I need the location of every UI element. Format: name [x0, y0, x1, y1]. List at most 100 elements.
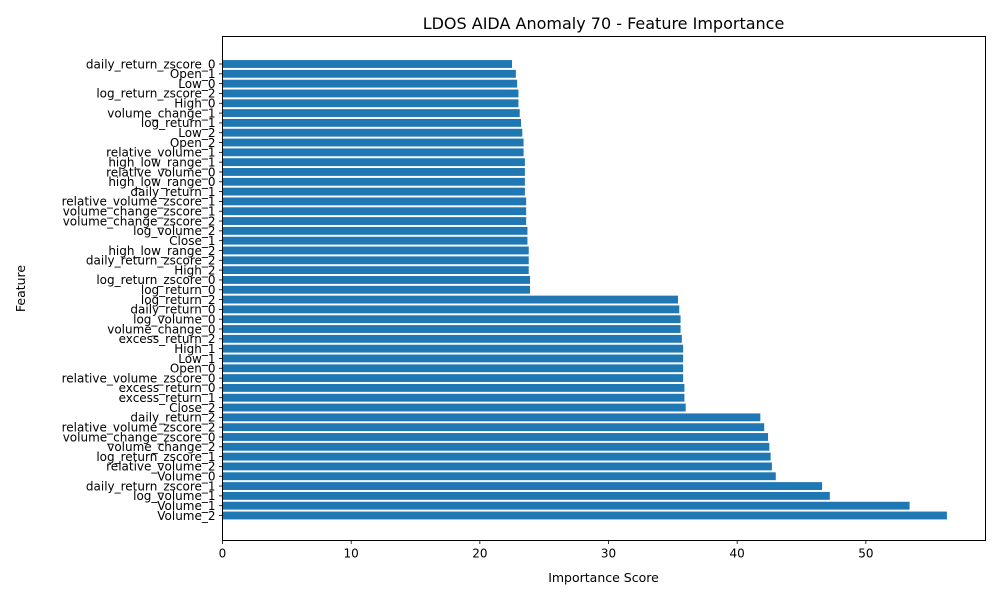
- y-tick-label: log_return_1: [141, 116, 216, 130]
- y-tick-label: Open_0: [170, 362, 216, 376]
- y-tick-label: relative_volume_zscore_0: [62, 371, 216, 385]
- bar-volume_change_zscore_0: [222, 433, 769, 441]
- y-tick-label: Low_2: [178, 126, 215, 140]
- bar-Low_0: [222, 79, 518, 88]
- bar-log_return_0: [222, 285, 531, 294]
- bar-daily_return_0: [222, 305, 680, 314]
- bar-Open_1: [222, 69, 516, 78]
- bar-relative_volume_2: [222, 462, 772, 471]
- y-tick-label: log_return_zscore_1: [96, 450, 215, 464]
- y-tick-label: Low_1: [178, 352, 215, 366]
- bar-relative_volume_zscore_0: [222, 374, 684, 383]
- bar-volume_change_zscore_2: [222, 217, 527, 225]
- y-tick-label: relative_volume_zscore_1: [62, 195, 216, 209]
- bar-Close_1: [222, 236, 528, 245]
- bar-daily_return_1: [222, 187, 525, 196]
- y-tick-label: volume_change_0: [107, 322, 215, 336]
- y-tick-label: Volume_2: [157, 509, 215, 523]
- bar-daily_return_zscore_0: [222, 60, 513, 68]
- y-tick-label: relative_volume_0: [106, 165, 215, 179]
- bar-relative_volume_1: [222, 148, 524, 157]
- bar-relative_volume_0: [222, 168, 525, 176]
- bar-Volume_0: [222, 472, 776, 481]
- y-tick-label: log_volume_2: [133, 224, 215, 238]
- bar-log_return_zscore_1: [222, 452, 771, 461]
- y-tick-label: log_return_zscore_0: [96, 273, 215, 287]
- bar-log_return_1: [222, 118, 522, 127]
- bar-relative_volume_zscore_1: [222, 197, 527, 206]
- y-tick-label: relative_volume_2: [106, 460, 215, 474]
- y-tick-label: volume_change_2: [107, 440, 215, 454]
- y-tick-label: log_volume_1: [133, 489, 215, 503]
- y-tick-label: excess_return_1: [119, 391, 216, 405]
- y-tick-label: volume_change_zscore_2: [63, 214, 216, 228]
- y-axis-ticks: daily_return_zscore_0Open_1Low_0log_retu…: [62, 57, 223, 523]
- bar-high_low_range_2: [222, 246, 529, 255]
- x-axis-label: Importance Score: [548, 570, 659, 585]
- y-tick-label: relative_volume_zscore_2: [62, 420, 216, 434]
- y-tick-label: log_return_2: [141, 293, 216, 307]
- bar-Volume_2: [222, 511, 947, 520]
- bar-excess_return_1: [222, 393, 685, 402]
- bar-Close_2: [222, 403, 686, 412]
- y-axis-label: Feature: [13, 265, 28, 313]
- bar-log_return_zscore_2: [222, 89, 519, 98]
- y-tick-label: daily_return_2: [130, 411, 215, 425]
- y-tick-label: excess_return_0: [119, 381, 216, 395]
- bar-High_2: [222, 266, 529, 275]
- bar-High_0: [222, 99, 519, 108]
- y-tick-label: excess_return_2: [119, 332, 216, 346]
- bar-Volume_1: [222, 501, 910, 510]
- y-tick-label: daily_return_zscore_2: [86, 254, 216, 268]
- y-tick-label: Volume_1: [157, 499, 215, 513]
- y-tick-label: log_return_zscore_2: [96, 87, 215, 101]
- y-tick-label: high_low_range_1: [108, 155, 215, 169]
- bar-Open_2: [222, 138, 524, 147]
- plot-frame: [222, 36, 986, 541]
- bar-Low_1: [222, 354, 684, 363]
- bar-high_low_range_1: [222, 158, 525, 167]
- y-tick-label: volume_change_1: [107, 106, 215, 120]
- y-tick-label: volume_change_zscore_1: [63, 205, 216, 219]
- bar-excess_return_2: [222, 334, 682, 343]
- x-tick-label: 30: [601, 547, 616, 561]
- y-tick-label: High_0: [174, 97, 215, 111]
- y-tick-label: log_volume_0: [133, 312, 215, 326]
- bar-log_return_2: [222, 295, 678, 304]
- bar-excess_return_0: [222, 383, 685, 392]
- y-tick-label: daily_return_zscore_1: [86, 479, 216, 493]
- y-tick-label: log_return_0: [141, 283, 216, 297]
- bar-log_volume_1: [222, 491, 830, 500]
- x-tick-label: 50: [858, 547, 873, 561]
- bar-log_volume_0: [222, 315, 681, 324]
- y-tick-label: Close_2: [169, 401, 215, 415]
- x-tick-label: 0: [219, 547, 227, 561]
- x-tick-label: 10: [344, 547, 359, 561]
- y-tick-label: volume_change_zscore_0: [63, 430, 216, 444]
- y-tick-label: daily_return_zscore_0: [86, 57, 216, 71]
- x-tick-label: 40: [730, 547, 745, 561]
- y-tick-label: Close_1: [169, 234, 215, 248]
- bar-volume_change_0: [222, 325, 681, 333]
- y-tick-label: Open_1: [170, 67, 216, 81]
- bar-daily_return_zscore_1: [222, 482, 823, 490]
- y-tick-label: daily_return_0: [130, 303, 215, 317]
- y-tick-label: relative_volume_1: [106, 146, 215, 160]
- bar-log_volume_2: [222, 226, 528, 235]
- y-tick-label: Volume_0: [157, 470, 215, 484]
- x-tick-label: 20: [472, 547, 487, 561]
- y-tick-label: Open_2: [170, 136, 216, 150]
- bar-daily_return_2: [222, 413, 761, 422]
- bars-group: [222, 60, 947, 520]
- bar-log_return_zscore_0: [222, 276, 531, 284]
- y-tick-label: High_1: [174, 342, 215, 356]
- y-tick-label: high_low_range_2: [108, 244, 215, 258]
- bar-Open_0: [222, 364, 684, 373]
- bar-High_1: [222, 344, 684, 353]
- bar-high_low_range_0: [222, 177, 525, 186]
- bar-volume_change_2: [222, 442, 770, 451]
- bar-Low_2: [222, 128, 523, 137]
- bar-volume_change_zscore_1: [222, 207, 527, 216]
- bar-volume_change_1: [222, 109, 520, 118]
